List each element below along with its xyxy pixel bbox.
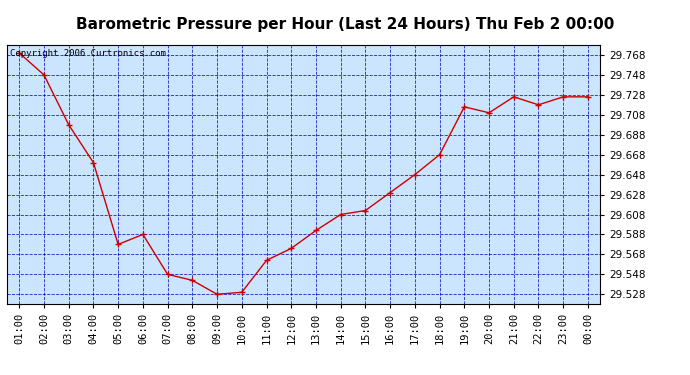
Text: Copyright 2006 Curtronics.com: Copyright 2006 Curtronics.com [10, 49, 166, 58]
Text: Barometric Pressure per Hour (Last 24 Hours) Thu Feb 2 00:00: Barometric Pressure per Hour (Last 24 Ho… [76, 17, 614, 32]
